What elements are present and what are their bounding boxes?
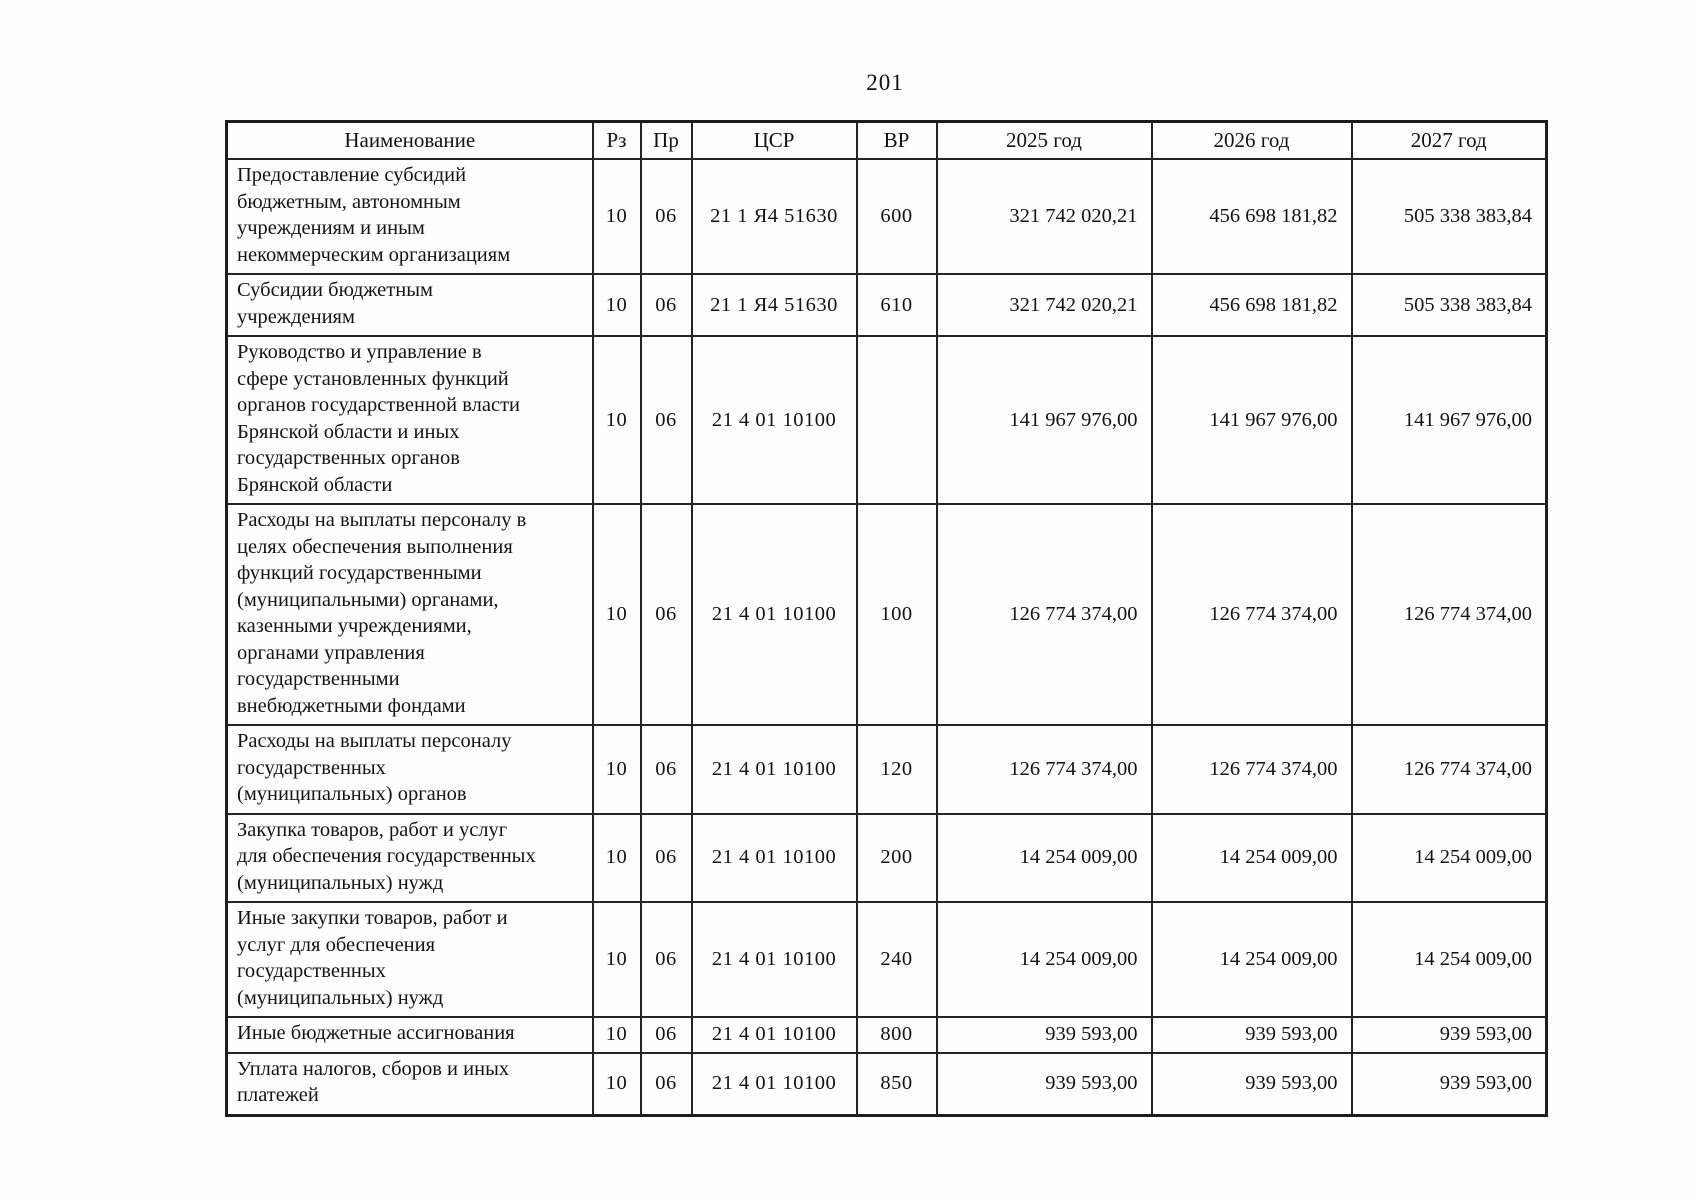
cell-year-2027: 505 338 383,84	[1350, 158, 1548, 275]
column-header-csr: ЦСР	[690, 120, 858, 160]
budget-table-body: Предоставление субсидий бюджетным, автон…	[225, 158, 1548, 1116]
cell-rz: 10	[591, 1051, 642, 1116]
table-row: Руководство и управление в сфере установ…	[225, 335, 1548, 505]
cell-year-2025: 141 967 976,00	[935, 335, 1153, 505]
column-header-rz: Рз	[591, 120, 642, 160]
cell-vr	[855, 335, 938, 505]
cell-year-2026: 456 698 181,82	[1150, 273, 1353, 337]
cell-year-2027: 14 254 009,00	[1350, 901, 1548, 1018]
cell-name: Уплата налогов, сборов и иных платежей	[225, 1051, 594, 1116]
cell-year-2027: 505 338 383,84	[1350, 273, 1548, 337]
cell-csr: 21 1 Я4 51630	[690, 273, 858, 337]
cell-vr: 800	[855, 1016, 938, 1054]
cell-pr: 06	[639, 812, 693, 903]
cell-year-2026: 126 774 374,00	[1150, 503, 1353, 726]
table-row: Расходы на выплаты персоналу государстве…	[225, 724, 1548, 815]
cell-rz: 10	[591, 724, 642, 815]
cell-vr: 120	[855, 724, 938, 815]
cell-year-2026: 14 254 009,00	[1150, 901, 1353, 1018]
budget-table: Наименование Рз Пр ЦСР ВР 2025 год 2026 …	[225, 120, 1548, 1117]
cell-rz: 10	[591, 335, 642, 505]
cell-year-2026: 939 593,00	[1150, 1051, 1353, 1116]
cell-name: Предоставление субсидий бюджетным, автон…	[225, 158, 594, 275]
cell-vr: 200	[855, 812, 938, 903]
cell-pr: 06	[639, 335, 693, 505]
cell-vr: 240	[855, 901, 938, 1018]
column-header-2026: 2026 год	[1150, 120, 1353, 160]
cell-name: Расходы на выплаты персоналу в целях обе…	[225, 503, 594, 726]
cell-pr: 06	[639, 503, 693, 726]
cell-vr: 100	[855, 503, 938, 726]
cell-csr: 21 4 01 10100	[690, 724, 858, 815]
table-row: Расходы на выплаты персоналу в целях обе…	[225, 503, 1548, 726]
table-row: Иные бюджетные ассигнования 10 06 21 4 0…	[225, 1016, 1548, 1054]
cell-year-2027: 14 254 009,00	[1350, 812, 1548, 903]
cell-year-2025: 126 774 374,00	[935, 503, 1153, 726]
cell-name: Расходы на выплаты персоналу государстве…	[225, 724, 594, 815]
cell-year-2027: 126 774 374,00	[1350, 724, 1548, 815]
cell-name: Руководство и управление в сфере установ…	[225, 335, 594, 505]
cell-pr: 06	[639, 1016, 693, 1054]
page-number: 201	[866, 70, 904, 95]
cell-rz: 10	[591, 1016, 642, 1054]
cell-csr: 21 4 01 10100	[690, 335, 858, 505]
cell-year-2025: 14 254 009,00	[935, 812, 1153, 903]
table-row: Уплата налогов, сборов и иных платежей 1…	[225, 1051, 1548, 1116]
cell-vr: 850	[855, 1051, 938, 1116]
cell-pr: 06	[639, 273, 693, 337]
cell-vr: 600	[855, 158, 938, 275]
column-header-name: Наименование	[225, 120, 594, 160]
cell-year-2026: 141 967 976,00	[1150, 335, 1353, 505]
cell-year-2025: 939 593,00	[935, 1016, 1153, 1054]
cell-year-2025: 126 774 374,00	[935, 724, 1153, 815]
cell-csr: 21 4 01 10100	[690, 812, 858, 903]
cell-pr: 06	[639, 724, 693, 815]
cell-pr: 06	[639, 901, 693, 1018]
cell-csr: 21 4 01 10100	[690, 503, 858, 726]
table-row: Субсидии бюджетным учреждениям 10 06 21 …	[225, 273, 1548, 337]
cell-year-2027: 939 593,00	[1350, 1051, 1548, 1116]
cell-year-2027: 126 774 374,00	[1350, 503, 1548, 726]
cell-name: Иные закупки товаров, работ и услуг для …	[225, 901, 594, 1018]
cell-year-2027: 939 593,00	[1350, 1016, 1548, 1054]
cell-year-2025: 321 742 020,21	[935, 273, 1153, 337]
cell-rz: 10	[591, 901, 642, 1018]
cell-csr: 21 4 01 10100	[690, 1051, 858, 1116]
table-row: Закупка товаров, работ и услуг для обесп…	[225, 812, 1548, 903]
cell-year-2026: 456 698 181,82	[1150, 158, 1353, 275]
table-row: Иные закупки товаров, работ и услуг для …	[225, 901, 1548, 1018]
cell-year-2026: 14 254 009,00	[1150, 812, 1353, 903]
cell-rz: 10	[591, 812, 642, 903]
cell-year-2026: 126 774 374,00	[1150, 724, 1353, 815]
cell-csr: 21 1 Я4 51630	[690, 158, 858, 275]
cell-pr: 06	[639, 158, 693, 275]
cell-year-2025: 939 593,00	[935, 1051, 1153, 1116]
cell-rz: 10	[591, 158, 642, 275]
column-header-vr: ВР	[855, 120, 938, 160]
column-header-pr: Пр	[639, 120, 693, 160]
table-header-row: Наименование Рз Пр ЦСР ВР 2025 год 2026 …	[225, 120, 1548, 160]
cell-rz: 10	[591, 503, 642, 726]
table-row: Предоставление субсидий бюджетным, автон…	[225, 158, 1548, 275]
cell-csr: 21 4 01 10100	[690, 901, 858, 1018]
cell-name: Закупка товаров, работ и услуг для обесп…	[225, 812, 594, 903]
cell-year-2025: 14 254 009,00	[935, 901, 1153, 1018]
cell-year-2027: 141 967 976,00	[1350, 335, 1548, 505]
column-header-2025: 2025 год	[935, 120, 1153, 160]
cell-csr: 21 4 01 10100	[690, 1016, 858, 1054]
cell-name: Субсидии бюджетным учреждениям	[225, 273, 594, 337]
cell-pr: 06	[639, 1051, 693, 1116]
cell-year-2026: 939 593,00	[1150, 1016, 1353, 1054]
cell-rz: 10	[591, 273, 642, 337]
cell-vr: 610	[855, 273, 938, 337]
cell-year-2025: 321 742 020,21	[935, 158, 1153, 275]
cell-name: Иные бюджетные ассигнования	[225, 1016, 594, 1054]
column-header-2027: 2027 год	[1350, 120, 1548, 160]
